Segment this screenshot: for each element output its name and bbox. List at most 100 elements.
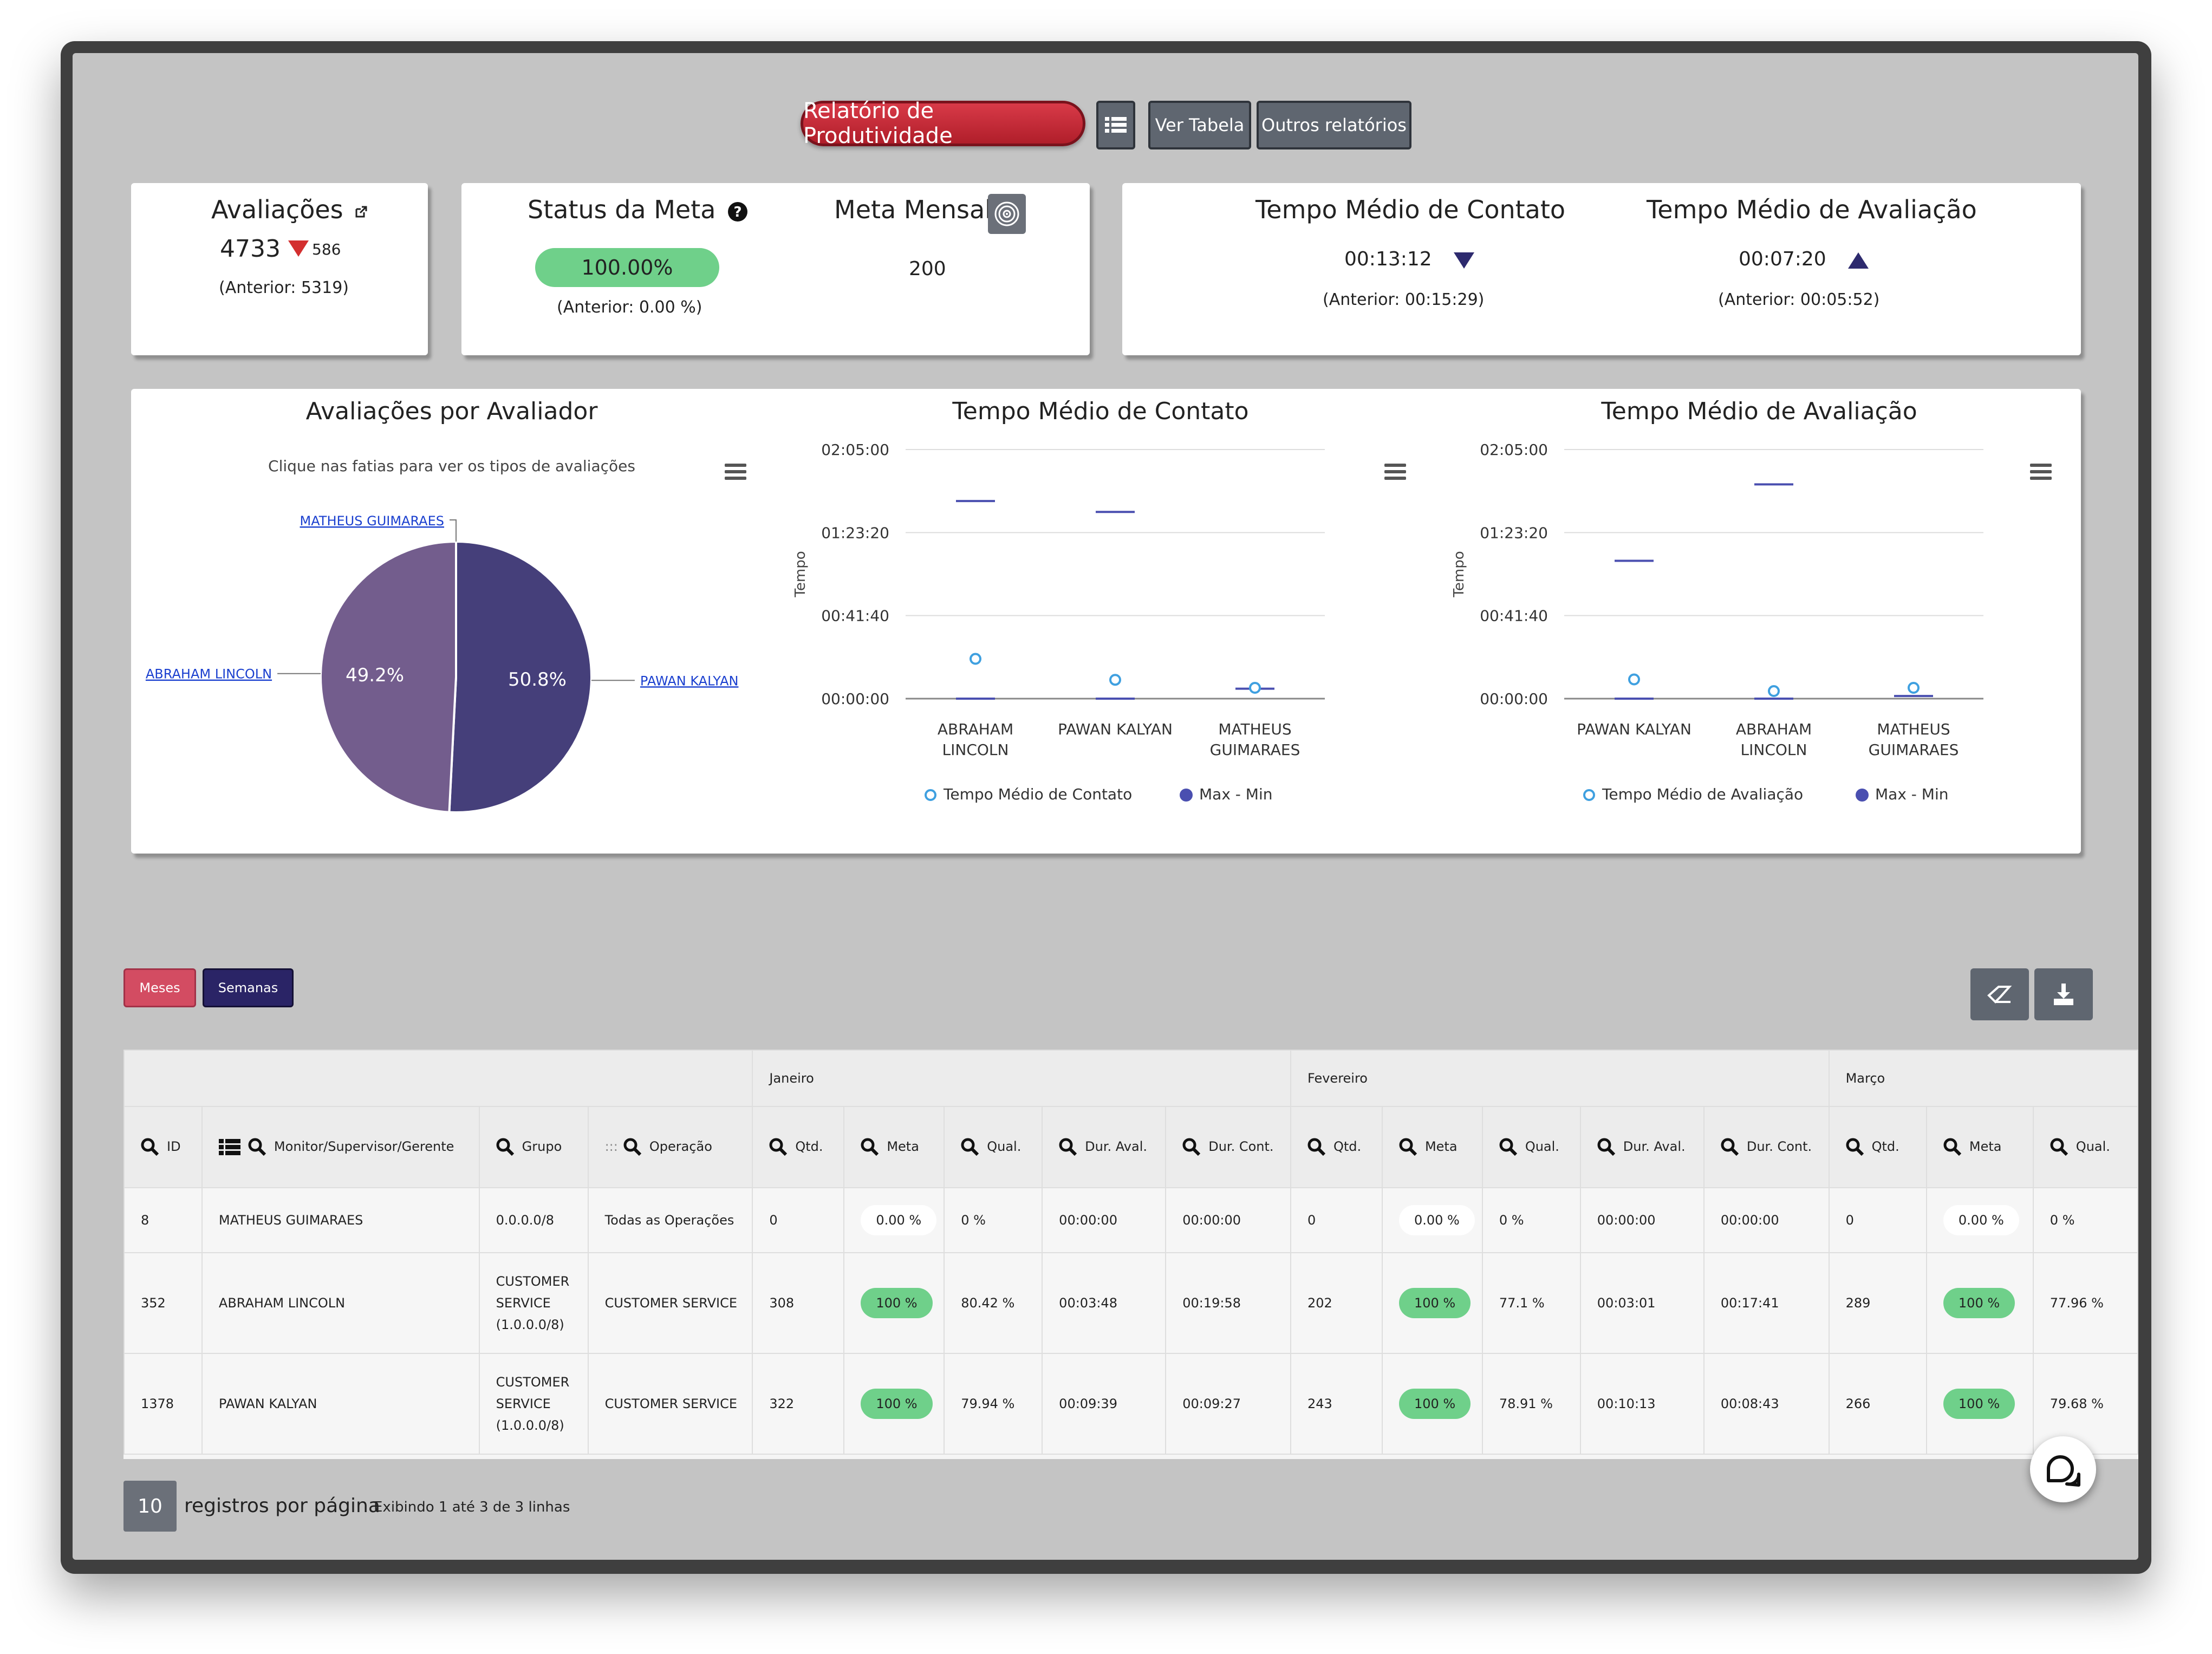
cell-text: 00:00:00 xyxy=(1182,1213,1241,1228)
cell-text: ABRAHAM LINCOLN xyxy=(218,1295,346,1311)
search-icon[interactable] xyxy=(2050,1138,2068,1156)
cell-text: 0 xyxy=(1307,1213,1316,1228)
goal-cell: 0.00 % xyxy=(843,1187,945,1253)
search-icon[interactable] xyxy=(961,1138,979,1156)
weeks-button[interactable]: Semanas xyxy=(203,968,294,1007)
x-tick-label: GUIMARAES xyxy=(1210,741,1300,759)
cell-text: 0.0.0.0/8 xyxy=(496,1213,554,1228)
search-icon[interactable] xyxy=(861,1138,879,1156)
search-icon[interactable] xyxy=(496,1138,515,1156)
id-cell: 8 xyxy=(123,1187,203,1253)
search-icon[interactable] xyxy=(1597,1138,1616,1156)
search-icon[interactable] xyxy=(141,1138,159,1156)
column-header[interactable]: Monitor/Supervisor/Gerente xyxy=(201,1106,480,1188)
legend-label: Tempo Médio de Contato xyxy=(943,785,1132,803)
column-header-label: Qual. xyxy=(987,1139,1022,1154)
pie-menu-icon[interactable] xyxy=(725,464,746,480)
external-link-icon[interactable] xyxy=(354,205,368,219)
cell-text: 77.1 % xyxy=(1499,1295,1545,1311)
drag-handle-icon[interactable]: ::: xyxy=(604,1139,618,1154)
search-icon[interactable] xyxy=(248,1138,266,1156)
name-cell: PAWAN KALYAN xyxy=(201,1353,480,1455)
data-point xyxy=(1249,682,1261,694)
help-icon[interactable]: ? xyxy=(727,201,749,223)
column-header[interactable]: Meta xyxy=(843,1106,945,1188)
month-header: Março xyxy=(1828,1050,2138,1107)
contact-chart-menu-icon[interactable] xyxy=(1384,464,1406,480)
month-header: Fevereiro xyxy=(1290,1050,1830,1107)
search-icon[interactable] xyxy=(1307,1138,1326,1156)
cell-text: CUSTOMER SERVICE xyxy=(604,1396,738,1411)
cell-text: 352 xyxy=(141,1295,166,1311)
column-header[interactable]: Dur. Aval. xyxy=(1579,1106,1704,1188)
column-header[interactable]: Grupo xyxy=(478,1106,589,1188)
cell-text: 00:00:00 xyxy=(1597,1213,1656,1228)
other-reports-button[interactable]: Outros relatórios xyxy=(1257,101,1411,149)
column-header-label: Dur. Cont. xyxy=(1746,1139,1812,1154)
column-header-label: Dur. Aval. xyxy=(1623,1139,1686,1154)
pie-label: MATHEUS GUIMARAES xyxy=(300,513,444,529)
clear-filters-button[interactable] xyxy=(1970,968,2029,1020)
search-icon[interactable] xyxy=(1182,1138,1201,1156)
column-header[interactable]: Meta xyxy=(1381,1106,1483,1188)
table-cell: 80.42 % xyxy=(944,1252,1043,1354)
data-label: 49.2% xyxy=(346,665,404,686)
productivity-report-button[interactable]: Relatório de Produtividade xyxy=(801,99,1085,148)
search-icon[interactable] xyxy=(1499,1138,1518,1156)
cell-text: 79.94 % xyxy=(961,1396,1015,1411)
view-table-button[interactable]: Ver Tabela xyxy=(1148,101,1251,149)
x-tick-label: ABRAHAM xyxy=(938,720,1013,738)
chart-title: Avaliações por Avaliador xyxy=(306,398,598,425)
list-icon[interactable] xyxy=(218,1138,240,1156)
goal-badge: 100 % xyxy=(1398,1389,1471,1419)
cell-text: 0 % xyxy=(2050,1213,2075,1228)
column-header[interactable]: Qual. xyxy=(944,1106,1043,1188)
column-header[interactable]: Dur. Cont. xyxy=(1703,1106,1830,1188)
column-header[interactable]: Qtd. xyxy=(1290,1106,1383,1188)
table-cell: 243 xyxy=(1290,1353,1383,1455)
x-tick-label: LINCOLN xyxy=(1741,741,1807,759)
search-icon[interactable] xyxy=(1059,1138,1077,1156)
search-icon[interactable] xyxy=(1943,1138,1962,1156)
search-icon[interactable] xyxy=(623,1138,642,1156)
table-cell: 00:17:41 xyxy=(1703,1252,1830,1354)
eval-chart-menu-icon[interactable] xyxy=(2030,464,2052,480)
pie-label: PAWAN KALYAN xyxy=(640,673,739,688)
column-header[interactable]: Qtd. xyxy=(752,1106,845,1188)
chart-title: Tempo Médio de Avaliação xyxy=(1601,398,1917,425)
goal-badge: 100 % xyxy=(1943,1389,2015,1419)
cell-text: PAWAN KALYAN xyxy=(218,1396,317,1411)
target-icon[interactable] xyxy=(988,194,1026,234)
table-row[interactable]: 8 MATHEUS GUIMARAES 0.0.0.0/8 Todas as Oper… xyxy=(123,1187,2138,1253)
download-button[interactable] xyxy=(2034,968,2093,1020)
search-icon[interactable] xyxy=(769,1138,788,1156)
search-icon[interactable] xyxy=(1721,1138,1739,1156)
search-icon[interactable] xyxy=(1846,1138,1864,1156)
page-size-select[interactable]: 10 xyxy=(123,1481,177,1532)
column-header-label: Qtd. xyxy=(1871,1139,1899,1154)
chat-button[interactable] xyxy=(2030,1436,2096,1502)
column-header[interactable]: Dur. Cont. xyxy=(1165,1106,1291,1188)
list-view-button[interactable] xyxy=(1096,101,1135,149)
column-header[interactable]: Qual. xyxy=(2032,1106,2138,1188)
search-icon[interactable] xyxy=(1399,1138,1417,1156)
table-cell: 00:00:00 xyxy=(1579,1187,1704,1253)
table-row[interactable]: 1378 PAWAN KALYAN CUSTOMER SERVICE (1.0.0.… xyxy=(123,1353,2138,1455)
column-header[interactable]: Dur. Aval. xyxy=(1042,1106,1167,1188)
cell-text: 00:17:41 xyxy=(1720,1295,1779,1311)
table-row[interactable]: 352 ABRAHAM LINCOLN CUSTOMER SERVICE (1.0.… xyxy=(123,1252,2138,1354)
column-header[interactable]: Meta xyxy=(1925,1106,2034,1188)
operation-cell: CUSTOMER SERVICE xyxy=(587,1353,753,1455)
goal-cell: 100 % xyxy=(1925,1252,2034,1354)
column-header[interactable]: ::: Operação xyxy=(587,1106,753,1188)
svg-text:?: ? xyxy=(734,204,742,220)
cell-text: 77.96 % xyxy=(2050,1295,2104,1311)
column-header[interactable]: Qtd. xyxy=(1828,1106,1927,1188)
column-header[interactable]: Qual. xyxy=(1481,1106,1581,1188)
cell-text: CUSTOMER SERVICE (1.0.0.0/8) xyxy=(496,1375,570,1433)
months-button[interactable]: Meses xyxy=(123,968,196,1007)
cell-text: 00:09:39 xyxy=(1059,1396,1117,1411)
avg-contact-title: Tempo Médio de Contato xyxy=(1255,195,1566,224)
column-header[interactable]: ID xyxy=(123,1106,203,1188)
group-cell: CUSTOMER SERVICE (1.0.0.0/8) xyxy=(478,1252,589,1354)
